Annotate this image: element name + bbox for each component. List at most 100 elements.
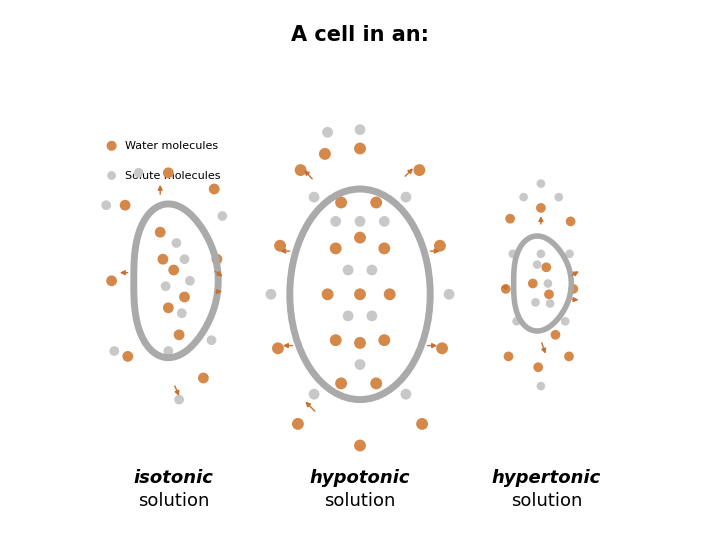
Circle shape xyxy=(108,172,115,179)
Circle shape xyxy=(343,310,354,321)
Circle shape xyxy=(384,288,396,300)
Circle shape xyxy=(168,265,179,275)
Circle shape xyxy=(544,279,552,288)
Circle shape xyxy=(155,227,166,238)
Circle shape xyxy=(379,334,390,346)
Circle shape xyxy=(379,242,390,254)
Circle shape xyxy=(163,167,174,178)
Circle shape xyxy=(158,254,168,265)
Circle shape xyxy=(546,299,554,308)
Circle shape xyxy=(107,141,116,150)
Circle shape xyxy=(179,292,190,302)
Circle shape xyxy=(355,359,365,370)
Circle shape xyxy=(294,164,307,176)
Text: Solute molecules: Solute molecules xyxy=(125,171,220,180)
Circle shape xyxy=(566,217,575,226)
Circle shape xyxy=(354,143,366,154)
Circle shape xyxy=(319,148,330,160)
Circle shape xyxy=(569,284,578,294)
Text: hypotonic: hypotonic xyxy=(310,469,410,487)
Circle shape xyxy=(161,281,171,291)
Circle shape xyxy=(536,249,545,258)
Circle shape xyxy=(504,352,513,361)
Circle shape xyxy=(292,418,304,430)
Circle shape xyxy=(354,337,366,349)
Text: A cell in an:: A cell in an: xyxy=(291,25,429,45)
Circle shape xyxy=(274,240,286,252)
Circle shape xyxy=(107,275,117,286)
Text: isotonic: isotonic xyxy=(134,469,214,487)
Circle shape xyxy=(534,362,543,372)
Circle shape xyxy=(122,351,133,362)
Circle shape xyxy=(336,197,347,208)
Circle shape xyxy=(536,203,546,213)
Text: solution: solution xyxy=(324,492,396,510)
Circle shape xyxy=(185,276,194,286)
Circle shape xyxy=(379,216,390,227)
Circle shape xyxy=(366,265,377,275)
Circle shape xyxy=(330,216,341,227)
Circle shape xyxy=(564,352,574,361)
Circle shape xyxy=(355,216,365,227)
Circle shape xyxy=(198,373,209,383)
Circle shape xyxy=(180,254,189,264)
Circle shape xyxy=(536,179,545,188)
Circle shape xyxy=(413,164,426,176)
Circle shape xyxy=(134,168,143,178)
Circle shape xyxy=(209,184,220,194)
Circle shape xyxy=(309,389,320,400)
Circle shape xyxy=(554,193,563,201)
Circle shape xyxy=(501,284,510,294)
Circle shape xyxy=(354,232,366,244)
Circle shape xyxy=(323,127,333,138)
Text: solution: solution xyxy=(138,492,210,510)
Circle shape xyxy=(102,200,111,210)
Circle shape xyxy=(544,289,554,299)
Circle shape xyxy=(212,254,222,265)
Circle shape xyxy=(541,262,552,272)
Circle shape xyxy=(508,249,517,258)
Circle shape xyxy=(444,289,454,300)
Circle shape xyxy=(171,238,181,248)
Circle shape xyxy=(322,288,333,300)
Circle shape xyxy=(163,346,174,356)
Circle shape xyxy=(519,193,528,201)
Circle shape xyxy=(561,317,570,326)
Circle shape xyxy=(217,211,228,221)
Circle shape xyxy=(531,298,540,307)
Circle shape xyxy=(416,418,428,430)
Text: solution: solution xyxy=(510,492,582,510)
Circle shape xyxy=(565,249,574,258)
Circle shape xyxy=(370,197,382,208)
Circle shape xyxy=(174,395,184,404)
Circle shape xyxy=(336,377,347,389)
Circle shape xyxy=(266,289,276,300)
Circle shape xyxy=(109,346,120,356)
Circle shape xyxy=(536,382,545,390)
Circle shape xyxy=(513,317,521,326)
Circle shape xyxy=(163,302,174,313)
Circle shape xyxy=(355,124,365,135)
Circle shape xyxy=(174,329,184,340)
Circle shape xyxy=(370,377,382,389)
Circle shape xyxy=(528,279,538,288)
Circle shape xyxy=(343,265,354,275)
Circle shape xyxy=(400,389,411,400)
Circle shape xyxy=(434,240,446,252)
Circle shape xyxy=(309,192,320,202)
Circle shape xyxy=(354,288,366,300)
Circle shape xyxy=(436,342,448,354)
Circle shape xyxy=(505,214,515,224)
Circle shape xyxy=(330,334,342,346)
Circle shape xyxy=(207,335,217,345)
Text: Water molecules: Water molecules xyxy=(125,141,218,151)
Circle shape xyxy=(366,310,377,321)
Circle shape xyxy=(354,440,366,451)
Circle shape xyxy=(330,242,342,254)
Circle shape xyxy=(551,330,560,340)
Circle shape xyxy=(400,192,411,202)
Circle shape xyxy=(272,342,284,354)
Circle shape xyxy=(177,308,186,318)
Text: hypertonic: hypertonic xyxy=(492,469,601,487)
Circle shape xyxy=(533,260,541,269)
